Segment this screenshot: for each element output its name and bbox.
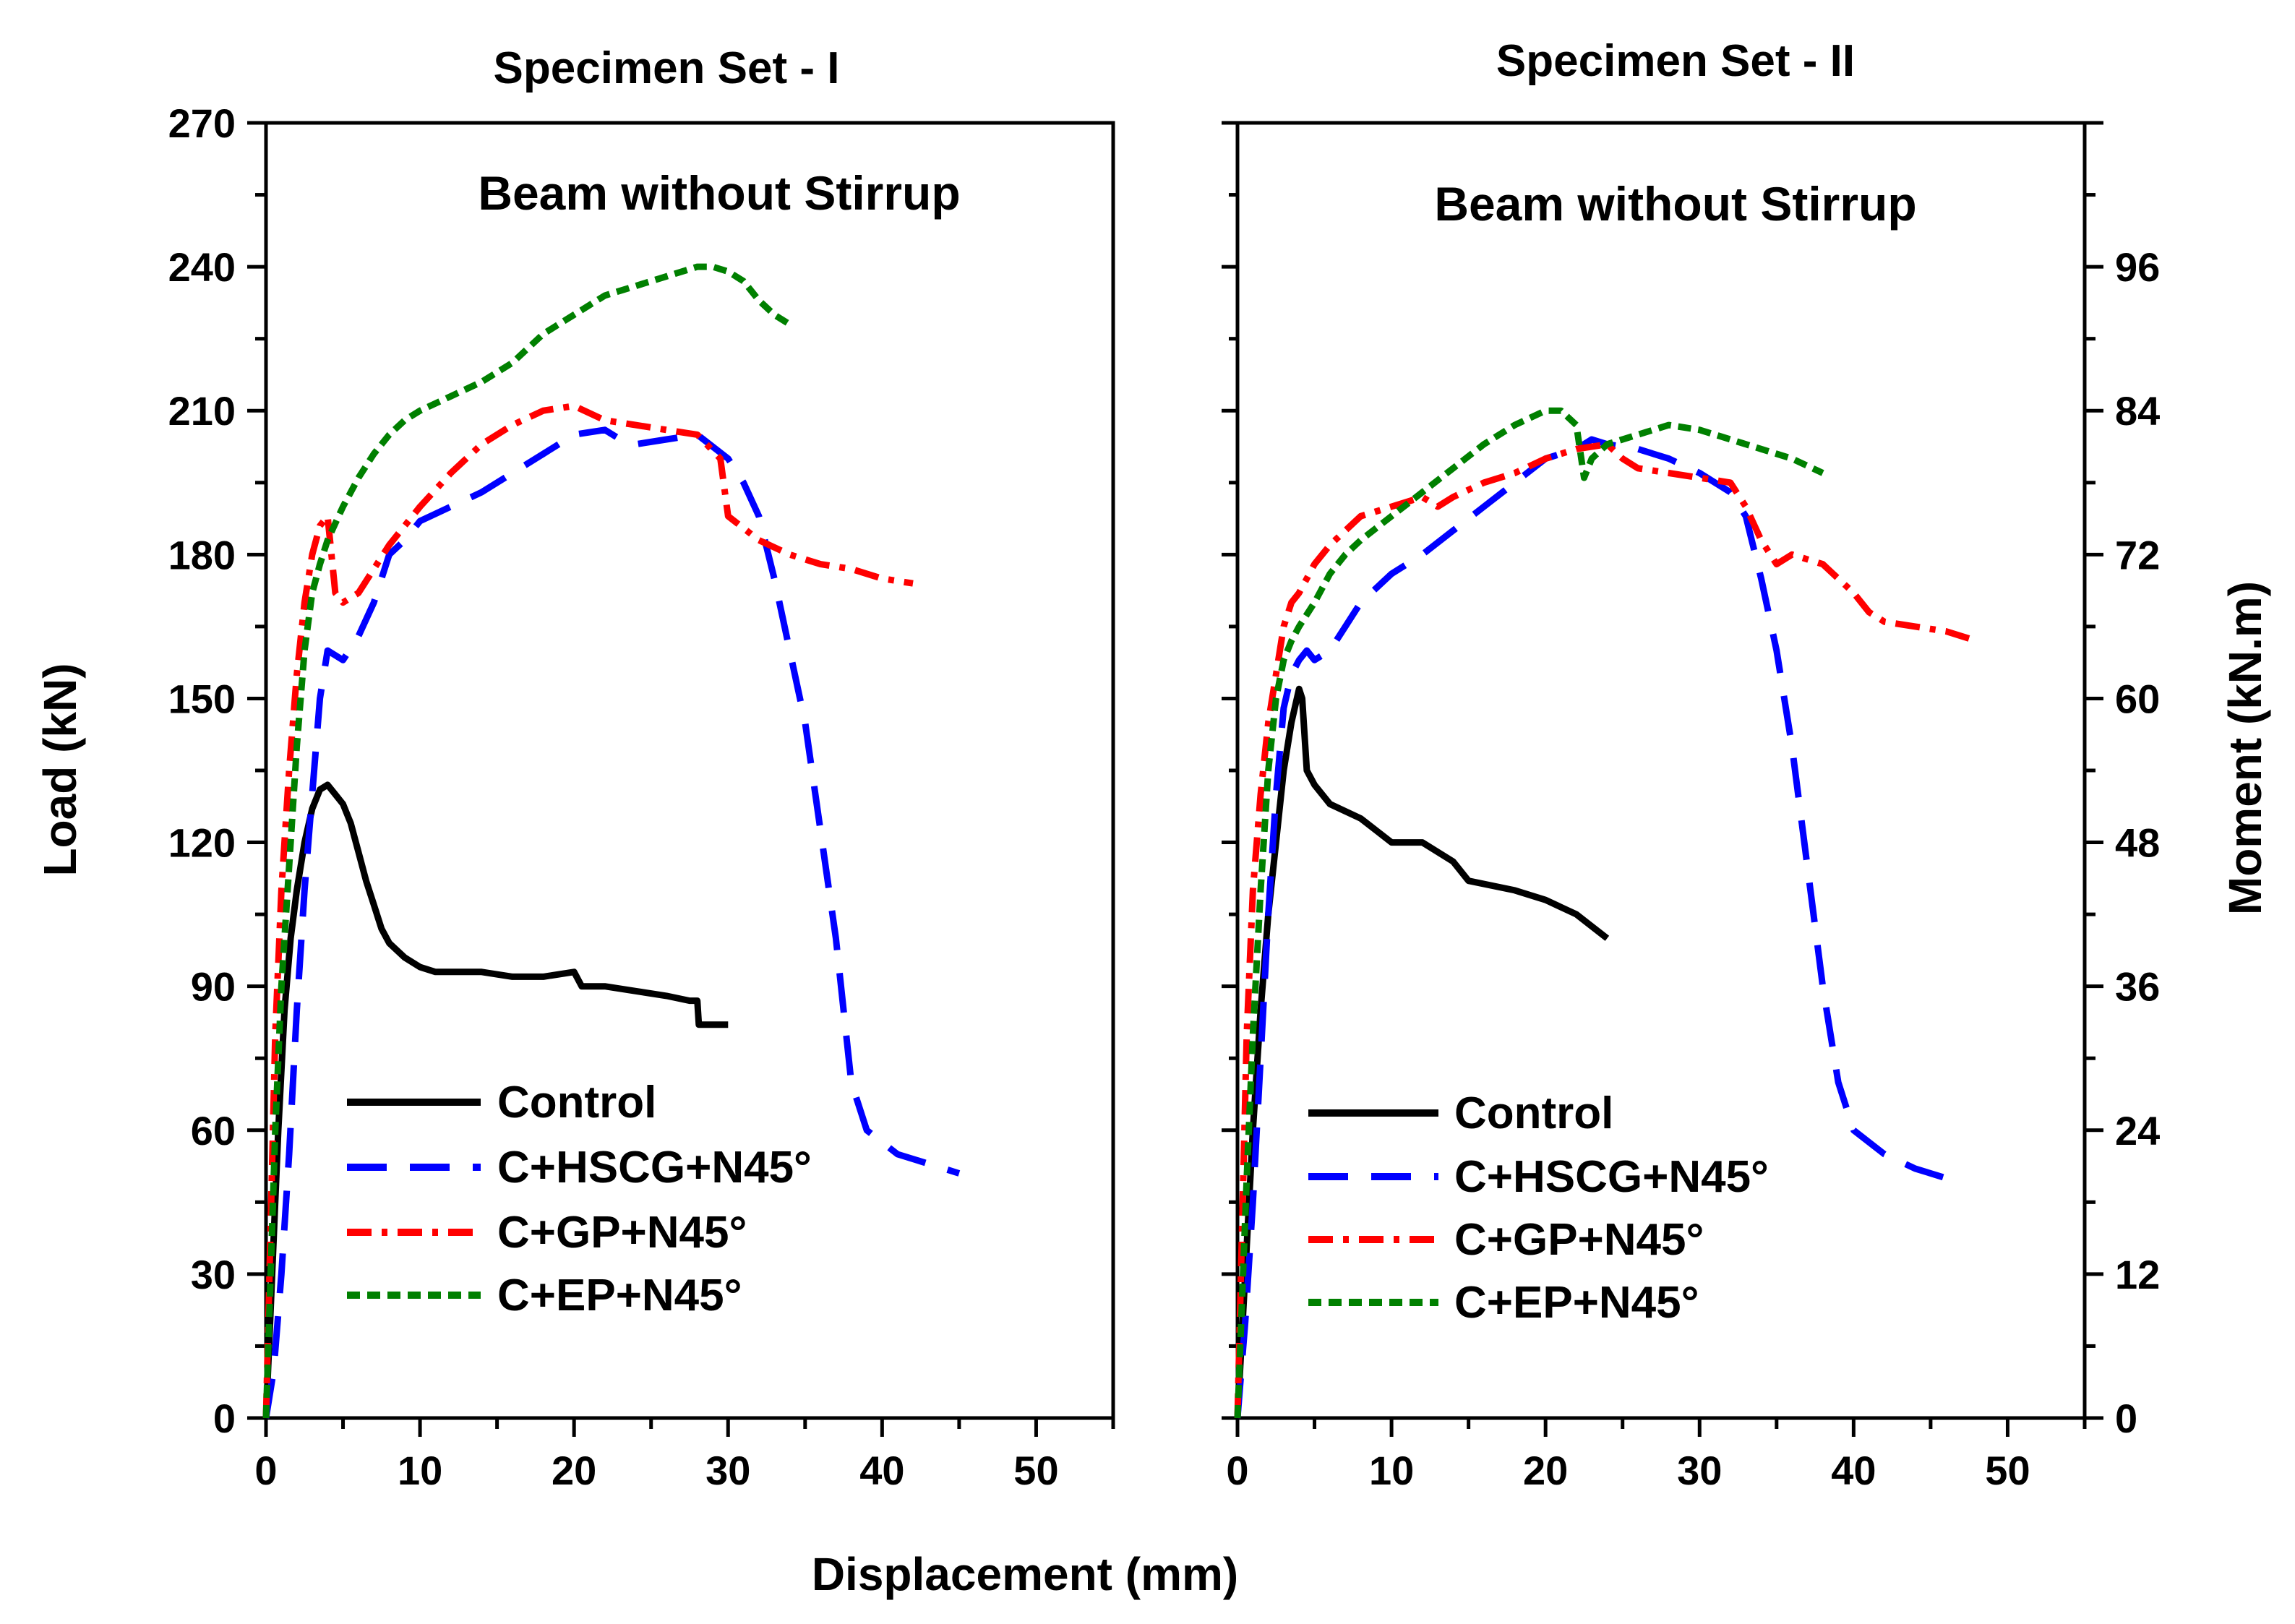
legend-label-ep: C+EP+N45° <box>1454 1278 1699 1328</box>
x-axis-label: Displacement (mm) <box>812 1548 1238 1600</box>
series-line-c-hscg-n45 <box>262 426 961 1419</box>
legend-label-ep: C+EP+N45° <box>497 1271 742 1320</box>
series-line-c-hscg-n45 <box>1234 436 1947 1419</box>
chart-annotation: Beam without Stirrup <box>478 166 960 220</box>
chart-panel-set-2: Specimen Set - II 0 10 20 30 40 50 0 12 24 36 48 60… <box>1222 36 2160 1493</box>
y2-tick-label: 96 <box>2115 244 2160 290</box>
x-tick-label: 50 <box>1985 1448 2030 1493</box>
legend-label-control: Control <box>497 1078 656 1127</box>
y2-tick-label: 60 <box>2115 676 2160 721</box>
x-tick-label: 10 <box>398 1448 442 1493</box>
legend-label-gp: C+GP+N45° <box>497 1208 747 1258</box>
legend-label-hscg: C+HSCG+N45° <box>1454 1152 1769 1202</box>
y2-tick-label: 84 <box>2115 388 2160 434</box>
chart-panel-set-1: Specimen Set - I 0 10 20 30 40 50 0 30 60 90 120 15… <box>168 43 1115 1493</box>
y-axis-label-left: Load (kN) <box>34 663 86 876</box>
x-tick-label: 20 <box>552 1448 596 1493</box>
chart-title: Specimen Set - II <box>1496 36 1855 86</box>
legend-label-control: Control <box>1454 1088 1613 1138</box>
x-tick-label: 50 <box>1013 1448 1058 1493</box>
y2-tick-label: 36 <box>2115 964 2160 1010</box>
y-tick-label: 90 <box>191 964 236 1010</box>
series-line-c-gp-n45 <box>262 403 914 1419</box>
x-tick-label: 40 <box>859 1448 904 1493</box>
chart-annotation: Beam without Stirrup <box>1434 177 1916 231</box>
y-tick-label: 30 <box>191 1252 236 1297</box>
y-tick-label: 180 <box>168 532 236 577</box>
chart-title: Specimen Set - I <box>494 43 840 93</box>
y2-tick-label: 24 <box>2115 1108 2160 1153</box>
plot-marks: 0 10 20 30 40 50 0 12 24 36 48 60 72 84 96 <box>1222 121 2160 1493</box>
legend-label-gp: C+GP+N45° <box>1454 1215 1704 1265</box>
y-tick-label: 240 <box>168 244 236 290</box>
x-tick-label: 40 <box>1831 1448 1876 1493</box>
series-line-c-ep-n45 <box>1234 407 1824 1419</box>
series-line-c-ep-n45 <box>262 263 792 1419</box>
y2-tick-label: 72 <box>2115 532 2160 577</box>
y-tick-label: 210 <box>168 388 236 434</box>
legend: Control C+HSCG+N45° C+GP+N45° C+EP+N45° <box>1308 1088 1769 1328</box>
x-tick-label: 30 <box>705 1448 750 1493</box>
y-tick-label: 60 <box>191 1108 236 1153</box>
plot-marks: 0 10 20 30 40 50 0 30 60 90 120 150 180 210 240 270 <box>168 100 1115 1493</box>
y2-tick-label: 0 <box>2115 1396 2137 1441</box>
y2-tick-label: 48 <box>2115 820 2160 866</box>
series-line-control <box>262 781 729 1419</box>
y-axis-label-right: Moment (kN.m) <box>2219 581 2271 915</box>
y-tick-label: 150 <box>168 676 236 721</box>
legend: Control C+HSCG+N45° C+GP+N45° C+EP+N45° <box>347 1078 812 1320</box>
x-tick-label: 30 <box>1677 1448 1722 1493</box>
series-line-c-gp-n45 <box>1234 441 1978 1419</box>
y-tick-label: 270 <box>168 100 236 146</box>
y2-tick-label: 12 <box>2115 1252 2160 1297</box>
x-tick-label: 20 <box>1523 1448 1568 1493</box>
x-tick-label: 10 <box>1369 1448 1414 1493</box>
x-tick-label: 0 <box>1226 1448 1248 1493</box>
y-tick-label: 0 <box>213 1396 236 1441</box>
x-tick-label: 0 <box>254 1448 277 1493</box>
y-tick-label: 120 <box>168 820 236 866</box>
legend-label-hscg: C+HSCG+N45° <box>497 1143 812 1193</box>
